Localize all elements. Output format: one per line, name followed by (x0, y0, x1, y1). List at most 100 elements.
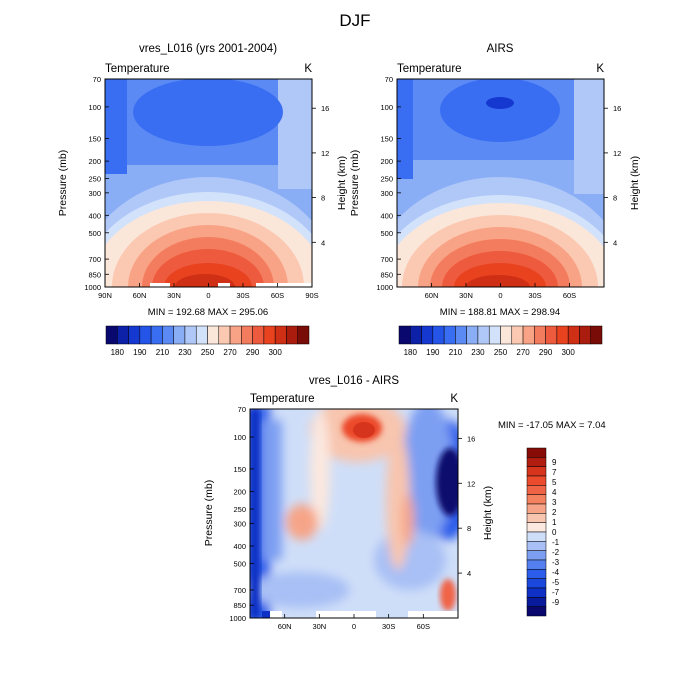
colorbar-label: 9 (552, 458, 557, 467)
colorbar-swatch (263, 325, 276, 345)
colorbar-swatch (117, 325, 129, 345)
panel-obs-right-label: K (596, 63, 604, 75)
panel-diff-stats: MIN = -17.05 MAX = 7.04 (498, 420, 606, 431)
y-tick-label: 100 (233, 433, 246, 442)
height-tick-label: 8 (467, 524, 471, 533)
field-band-k (466, 275, 530, 287)
field-left-cold (105, 79, 127, 174)
colorbar-swatch (443, 325, 456, 345)
colorbar-swatch (241, 325, 253, 345)
panel-diff-axes: 60N 30N 0 30S 60S 70 100 150 200 250 300 400 500 700 8… (229, 405, 475, 631)
y-tick-label: 500 (380, 229, 393, 238)
x-tick-label: 30N (312, 622, 326, 631)
colorbar-swatch (297, 325, 310, 345)
colorbar-label: -4 (552, 568, 560, 577)
y-tick-label: 1000 (84, 283, 101, 292)
height-tick-label: 8 (321, 194, 325, 203)
field-surface-mask (256, 283, 312, 287)
field-left-cold-mid (262, 420, 282, 560)
colorbar-label: -1 (552, 538, 560, 547)
colorbar-label: -5 (552, 578, 560, 587)
field-surface-mask (408, 611, 458, 618)
colorbar-label: 7 (552, 468, 557, 477)
colorbar-label: 180 (404, 348, 418, 357)
field-cold-core-inner (486, 97, 514, 109)
y-tick-label: 70 (238, 405, 246, 414)
colorbar-swatch (534, 325, 546, 345)
colorbar-label: 270 (223, 348, 237, 357)
y-tick-label: 400 (88, 211, 101, 220)
colorbar-swatch (526, 494, 547, 505)
y-tick-label: 150 (380, 135, 393, 144)
colorbar-swatch (421, 325, 434, 345)
colorbar-swatch (184, 325, 197, 345)
field-warm-blob (286, 504, 318, 540)
y-tick-label: 1000 (229, 614, 246, 623)
colorbar-swatch (526, 569, 547, 579)
figure-title: DJF (339, 11, 370, 30)
x-tick-label: 0 (352, 622, 356, 631)
colorbar-swatch (128, 325, 141, 345)
field-right-column (574, 79, 604, 194)
panel-model-left-label: Temperature (105, 63, 170, 75)
y-tick-label: 250 (380, 175, 393, 184)
colorbar-swatch (526, 457, 547, 467)
x-tick-label: 90N (98, 291, 112, 300)
y-tick-label: 100 (88, 103, 101, 112)
y-tick-label: 250 (233, 505, 246, 514)
y-tick-label: 1000 (376, 283, 393, 292)
colorbar-swatch (526, 597, 547, 607)
colorbar-label: 180 (111, 348, 125, 357)
panel-diff-title: vres_L016 - AIRS (309, 375, 399, 387)
panel-model-ylabel-right: Height (km) (336, 156, 348, 210)
colorbar-label: -2 (552, 548, 560, 557)
colorbar-swatch (207, 325, 220, 345)
colorbar-swatch (432, 325, 445, 345)
y-tick-label: 100 (380, 103, 393, 112)
panel-obs-colorbar: 180 190 210 230 250 270 290 300 (398, 325, 603, 357)
colorbar-swatch (526, 466, 547, 477)
colorbar-label: 210 (449, 348, 463, 357)
y-tick-label: 850 (380, 270, 393, 279)
colorbar-label: 190 (426, 348, 440, 357)
panel-model-colorbar: 180 190 210 230 250 270 290 300 (105, 325, 310, 357)
panel-obs-stats: MIN = 188.81 MAX = 298.94 (440, 307, 560, 318)
colorbar-swatch (545, 325, 558, 345)
y-tick-label: 500 (88, 229, 101, 238)
panel-obs-left-label: Temperature (397, 63, 462, 75)
colorbar-swatch (455, 325, 467, 345)
colorbar-swatch (139, 325, 152, 345)
panel-diff-right-label: K (450, 393, 458, 405)
height-tick-label: 4 (467, 569, 471, 578)
y-tick-label: 150 (88, 135, 101, 144)
panel-obs-ylabel-right: Height (km) (629, 156, 641, 210)
y-tick-label: 300 (380, 189, 393, 198)
y-tick-label: 700 (233, 586, 246, 595)
colorbar-swatch (556, 325, 569, 345)
x-tick-label: 60N (278, 622, 292, 631)
colorbar-swatch (526, 541, 547, 551)
y-tick-label: 700 (88, 255, 101, 264)
y-tick-label: 700 (380, 255, 393, 264)
x-tick-label: 90S (305, 291, 318, 300)
colorbar-swatch (526, 522, 547, 533)
y-tick-label: 500 (233, 560, 246, 569)
y-tick-label: 850 (88, 270, 101, 279)
colorbar-swatch (526, 559, 547, 570)
colorbar-swatch (511, 325, 524, 345)
colorbar-label: 300 (268, 348, 282, 357)
colorbar-label: 5 (552, 478, 557, 487)
colorbar-swatch (162, 325, 174, 345)
height-tick-label: 4 (321, 238, 325, 247)
colorbar-swatch (218, 325, 231, 345)
colorbar-label: 250 (201, 348, 215, 357)
y-tick-label: 70 (385, 75, 393, 84)
panel-diff-ylabel: Pressure (mb) (203, 480, 215, 547)
y-tick-label: 70 (93, 75, 101, 84)
colorbar-swatch (526, 587, 547, 598)
field-cold-core (133, 79, 283, 146)
field-surface-mask (150, 283, 170, 287)
colorbar-swatch (150, 325, 163, 345)
colorbar-swatch (526, 550, 547, 561)
